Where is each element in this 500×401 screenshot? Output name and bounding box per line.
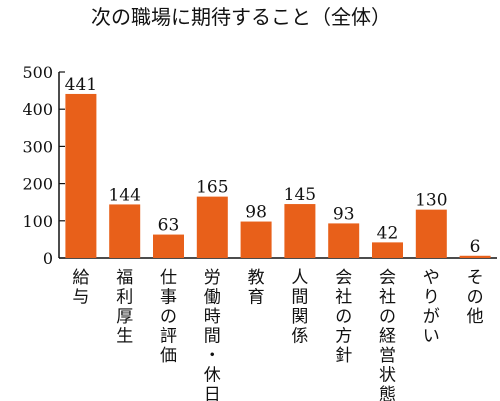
value-label: 145 (284, 185, 316, 205)
value-label-group: 441 144 63 165 98 145 93 42 130 6 (65, 75, 481, 257)
category-label: 福利厚生 (116, 268, 133, 347)
value-label: 42 (377, 223, 399, 243)
y-tick-label: 200 (22, 175, 53, 194)
bar (65, 93, 97, 258)
y-tick-group: 0 100 200 300 400 500 (22, 63, 65, 268)
value-label: 6 (470, 237, 481, 257)
category-label: 仕事の評価 (160, 268, 177, 366)
category-label: 会社の方針 (335, 268, 352, 366)
bar (459, 255, 491, 258)
category-label: 労働時間・休日 (204, 268, 221, 401)
y-tick-label: 400 (22, 100, 53, 119)
bar (415, 209, 447, 258)
bar-group (65, 93, 491, 258)
category-label: 人間関係 (291, 268, 308, 347)
chart-title: 次の職場に期待すること（全体） (91, 5, 391, 29)
category-label: 給与 (72, 268, 89, 308)
category-label: 教育 (248, 268, 265, 308)
bar (328, 223, 360, 258)
category-label: やりがい (423, 268, 440, 347)
y-tick-label: 300 (22, 137, 53, 156)
bar (240, 221, 272, 258)
value-label: 441 (65, 75, 97, 95)
category-label-group: 給与 福利厚生 仕事の評価 労働時間・休日 教育 人間関係 会社の方針 会社の経営状態 やりがい… (72, 268, 483, 401)
bar (196, 196, 228, 258)
bar (153, 234, 184, 258)
bar (284, 204, 316, 258)
value-label: 63 (158, 216, 180, 236)
bar (372, 242, 403, 258)
category-label: その他 (467, 268, 484, 327)
y-tick-label: 0 (43, 249, 53, 268)
value-label: 144 (108, 185, 140, 205)
y-tick-label: 100 (22, 212, 53, 231)
y-tick-label: 500 (22, 63, 53, 82)
category-label: 会社の経営状態 (379, 268, 396, 401)
value-label: 165 (196, 178, 228, 198)
value-label: 98 (245, 203, 267, 223)
value-label: 93 (333, 204, 355, 224)
bar (109, 204, 141, 258)
value-label: 130 (415, 191, 447, 211)
